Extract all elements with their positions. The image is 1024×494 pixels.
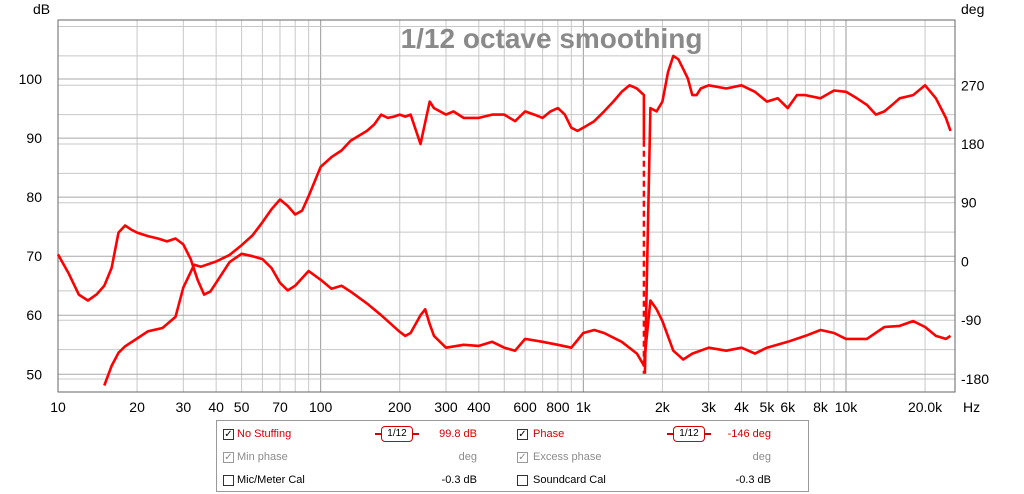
x-tick-label: 30 [176, 399, 192, 415]
y-left-tick-label: 70 [26, 248, 42, 264]
y-left-tick-label: 90 [26, 130, 42, 146]
no-stuffing-checkbox[interactable]: ✓ [223, 429, 234, 440]
x-tick-label: 6k [780, 399, 796, 415]
min-phase-label: Min phase [237, 451, 288, 463]
y-right-axis-label: deg [961, 1, 984, 17]
x-tick-label: 400 [467, 399, 491, 415]
x-tick-label: 70 [272, 399, 288, 415]
x-tick-label: 200 [388, 399, 412, 415]
excess-phase-checkbox[interactable]: ✓ [517, 452, 528, 463]
axis-labels: 10 20 30 40 50 70 100 200 300 400 600 800 1k 2k 3k 4k 5k… [19, 1, 990, 415]
y-left-tick-label: 60 [26, 307, 42, 323]
x-tick-label: 1k [576, 399, 592, 415]
x-tick-label: 800 [546, 399, 570, 415]
x-tick-label: 20.0k [908, 399, 943, 415]
y-right-tick-label: -180 [961, 371, 989, 387]
mic-meter-cal-value: -0.3 dB [441, 474, 477, 486]
x-tick-label: 10 [50, 399, 66, 415]
phase-label: Phase [533, 428, 565, 440]
mic-meter-cal-label: Mic/Meter Cal [237, 474, 305, 486]
y-left-tick-label: 50 [26, 366, 42, 382]
y-right-tick-label: 180 [961, 136, 985, 152]
excess-phase-label: Excess phase [533, 451, 602, 463]
x-tick-label: 5k [760, 399, 776, 415]
plot-border [57, 19, 956, 393]
spl-smoothing-button[interactable]: 1/12 [375, 426, 419, 442]
spl-value: 99.8 dB [439, 428, 477, 440]
legend-row-cal: Mic/Meter Cal -0.3 dB Soundcard Cal -0.3… [217, 471, 808, 491]
x-tick-label: 10k [835, 399, 859, 415]
y-right-tick-label: 0 [961, 253, 969, 269]
x-tick-label: 40 [208, 399, 224, 415]
x-axis-unit-label: Hz [963, 399, 980, 415]
chart-title: 1/12 octave smoothing [401, 23, 703, 54]
phase-checkbox[interactable]: ✓ [517, 429, 528, 440]
x-tick-label: 8k [813, 399, 829, 415]
phase-value: -146 deg [727, 428, 771, 440]
frequency-response-chart: 1/12 octave smoothing 10 20 30 40 50 70 100 200… [19, 1, 990, 415]
y-right-tick-label: 90 [961, 195, 977, 211]
mic-meter-cal-checkbox[interactable] [223, 475, 234, 486]
phase-curve-segment [643, 54, 952, 374]
y-left-tick-label: 100 [19, 71, 43, 87]
x-tick-label: 2k [655, 399, 671, 415]
x-tick-label: 600 [513, 399, 537, 415]
no-stuffing-label: No Stuffing [237, 428, 292, 440]
min-phase-checkbox[interactable]: ✓ [223, 452, 234, 463]
y-left-tick-label: 80 [26, 189, 42, 205]
y-left-axis-label: dB [33, 1, 50, 17]
legend-row-minphase: ✓ Min phase deg ✓ Excess phase deg [217, 448, 808, 468]
x-tick-label: 300 [434, 399, 458, 415]
legend-panel: ✓ No Stuffing 1/12 99.8 dB ✓ Phase 1/12 … [216, 420, 809, 492]
no-stuffing-curve [56, 224, 952, 367]
phase-smoothing-button[interactable]: 1/12 [667, 426, 711, 442]
soundcard-cal-label: Soundcard Cal [533, 474, 606, 486]
min-phase-value: deg [458, 451, 477, 463]
x-tick-label: 4k [734, 399, 750, 415]
soundcard-cal-value: -0.3 dB [735, 474, 771, 486]
legend-row-spl: ✓ No Stuffing 1/12 99.8 dB ✓ Phase 1/12 … [217, 425, 808, 445]
x-tick-label: 100 [309, 399, 333, 415]
x-tick-label: 50 [234, 399, 250, 415]
soundcard-cal-checkbox[interactable] [517, 475, 528, 486]
phase-curve-segment [103, 84, 646, 386]
y-right-tick-label: -90 [961, 312, 981, 328]
x-tick-label: 20 [129, 399, 145, 415]
series-layer [56, 54, 952, 386]
grid-lines [58, 20, 955, 392]
excess-phase-value: deg [752, 451, 771, 463]
x-tick-label: 3k [701, 399, 717, 415]
y-right-tick-label: 270 [961, 77, 985, 93]
